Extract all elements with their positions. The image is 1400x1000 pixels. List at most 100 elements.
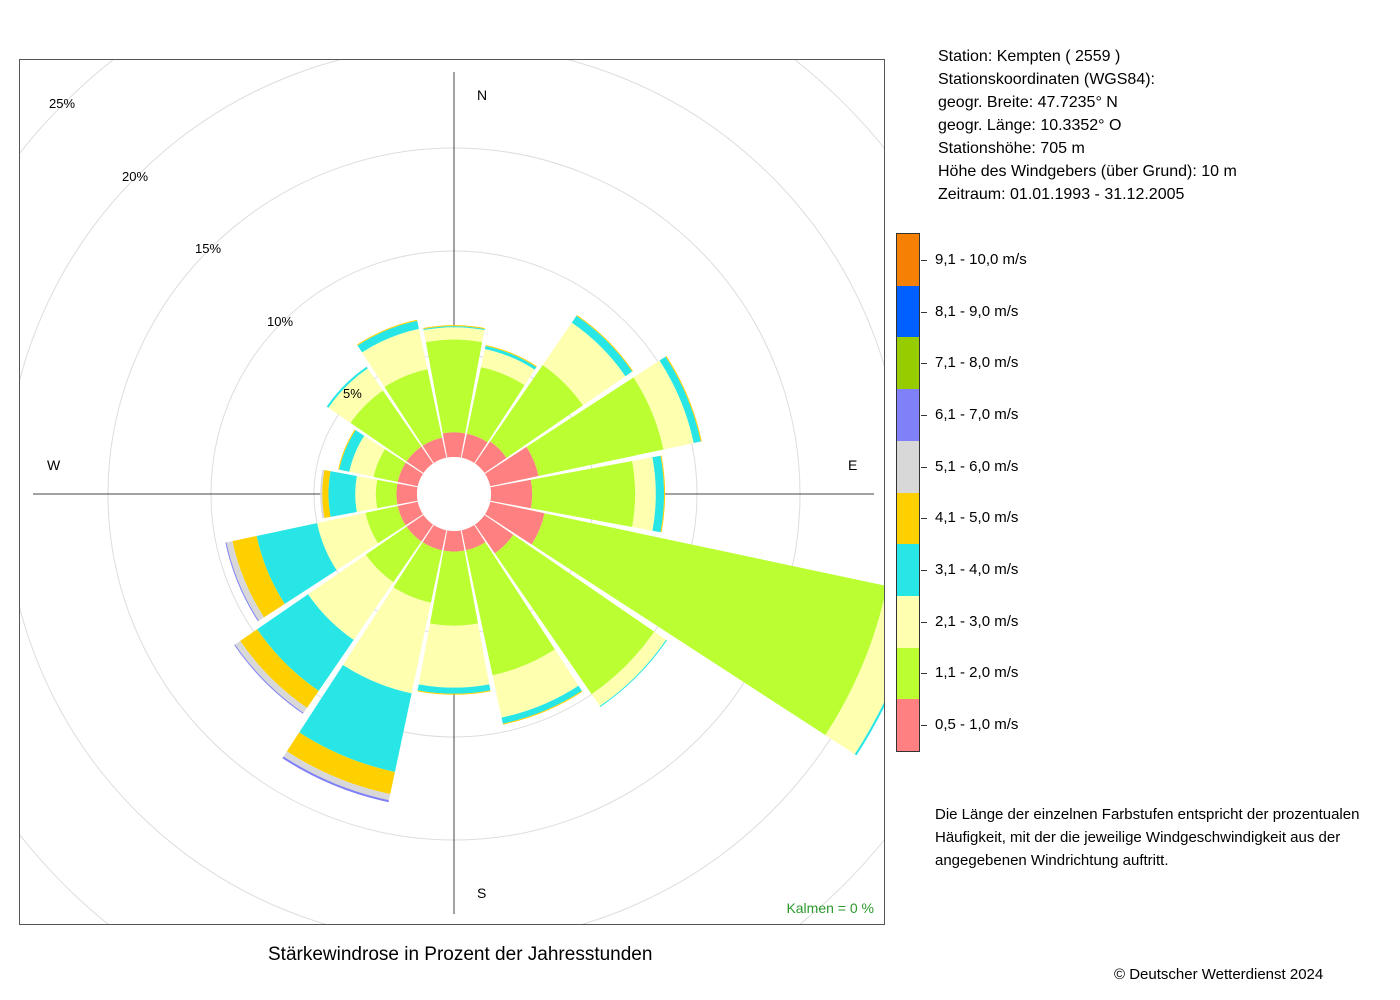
- wind-rose-svg: [20, 60, 884, 924]
- legend-swatch: [897, 337, 919, 390]
- sector-e-class-1: [490, 479, 533, 509]
- sector-nne-class-1: [461, 433, 488, 463]
- sector-wnw-class-5: [338, 429, 356, 470]
- sector-w-class-6: [320, 469, 325, 519]
- sector-ne-class-2: [490, 365, 583, 458]
- legend-label: 4,1 - 5,0 m/s: [935, 509, 1019, 527]
- legend-label: 3,1 - 4,0 m/s: [935, 561, 1019, 579]
- sector-wnw-class-2: [373, 449, 406, 483]
- sector-sw-class-2: [365, 526, 422, 583]
- sector-s-class-1: [443, 530, 465, 552]
- sector-ene-class-3: [633, 360, 694, 450]
- wind-rose-plot: N E S W 5% 10% 15% 20% 25% Kalmen = 0 %: [19, 59, 885, 925]
- station-coordinates-heading: Stationskoordinaten (WGS84):: [938, 71, 1155, 88]
- sector-nne-class-2: [466, 367, 525, 443]
- sector-wnw-class-3: [349, 435, 385, 477]
- sector-ese-class-2: [531, 513, 884, 736]
- sector-e-class-3: [632, 457, 656, 531]
- legend-label: 5,1 - 6,0 m/s: [935, 457, 1019, 475]
- sector-nnw-class-2: [384, 369, 443, 446]
- compass-label-w: W: [47, 457, 61, 473]
- sector-wsw-class-4: [256, 523, 337, 604]
- sector-ene-class-1: [485, 446, 539, 487]
- sector-w-class-1: [396, 483, 418, 505]
- legend-tick: [921, 466, 927, 468]
- sector-ese-class-3: [825, 599, 884, 755]
- calm-equals: =: [837, 900, 846, 916]
- sector-sw-class-1: [406, 514, 434, 542]
- sector-ssw-class-1: [422, 525, 447, 551]
- sector-ssw-class-6: [283, 751, 391, 801]
- legend-tick: [921, 621, 927, 623]
- sector-sw-class-4: [257, 594, 354, 691]
- sector-wsw-class-1: [397, 501, 423, 526]
- station-info: Station: Kempten ( 2559 ) Stationskoordi…: [938, 45, 1237, 206]
- calm-label: Kalmen: [786, 900, 834, 916]
- copyright: © Deutscher Wetterdienst 2024: [1114, 966, 1324, 983]
- anemometer-height: Höhe des Windgebers (über Grund): 10 m: [938, 163, 1237, 180]
- legend-swatch: [897, 234, 919, 287]
- sector-w-class-3: [355, 475, 378, 513]
- chart-title: Stärkewindrose in Prozent der Jahresstun…: [268, 944, 653, 965]
- legend-swatch: [897, 647, 919, 700]
- sector-wnw-class-1: [397, 462, 423, 487]
- legend-label: 8,1 - 9,0 m/s: [935, 302, 1019, 320]
- sector-wsw-class-2: [365, 505, 406, 544]
- sector-e-class-2: [530, 460, 636, 528]
- compass-label-s: S: [477, 885, 487, 901]
- sector-sse-class-4: [501, 685, 582, 724]
- sector-ne-class-3: [542, 322, 626, 406]
- time-period: Zeitraum: 01.01.1993 - 31.12.2005: [938, 186, 1185, 203]
- legend-tick: [921, 311, 927, 313]
- sector-wnw-class-4: [339, 430, 365, 472]
- sector-ene-class-2: [526, 377, 664, 477]
- legend-swatch: [897, 389, 919, 442]
- sector-sw-class-5: [240, 629, 319, 708]
- station-elevation: Stationshöhe: 705 m: [938, 140, 1085, 157]
- sector-sse-class-2: [465, 542, 555, 676]
- sector-nw-class-2: [350, 390, 422, 462]
- sector-se-class-1: [474, 514, 514, 554]
- legend-label: 9,1 - 10,0 m/s: [935, 250, 1027, 268]
- calm-readout: Kalmen = 0 %: [786, 900, 874, 916]
- station-latitude: geogr. Breite: 47.7235° N: [938, 94, 1118, 111]
- sector-wsw-class-5: [232, 535, 285, 618]
- legend-label: 7,1 - 8,0 m/s: [935, 354, 1019, 372]
- legend-swatch: [897, 544, 919, 597]
- ring-label-5: 5%: [343, 386, 362, 401]
- sector-n-class-5: [423, 325, 485, 329]
- ring-label-20: 20%: [122, 169, 149, 184]
- legend-swatch: [897, 285, 919, 338]
- legend-tick: [921, 570, 927, 572]
- sector-ne-class-4: [571, 315, 633, 377]
- sector-nnw-class-1: [422, 437, 447, 463]
- sector-sw-class-3: [308, 554, 394, 640]
- sector-s-class-3: [418, 623, 490, 688]
- sector-sw-class-6: [235, 640, 308, 713]
- sector-s-class-4: [417, 684, 491, 694]
- sector-ssw-class-4: [299, 664, 412, 772]
- legend-swatch: [897, 440, 919, 493]
- sector-nw-class-1: [406, 446, 434, 474]
- ring-label-15: 15%: [195, 241, 222, 256]
- sector-ene-class-4: [659, 356, 701, 444]
- legend-label: 6,1 - 7,0 m/s: [935, 405, 1019, 423]
- sector-ese-class-4: [854, 702, 884, 756]
- sector-nw-class-4: [326, 366, 368, 408]
- sector-w-class-5: [322, 469, 331, 519]
- sector-e-class-5: [660, 455, 666, 533]
- sector-ssw-class-2: [393, 542, 443, 603]
- sector-n-class-2: [425, 339, 483, 434]
- sector-ese-class-1: [485, 501, 545, 545]
- legend-swatch: [897, 699, 919, 752]
- legend-tick: [921, 673, 927, 675]
- legend-label: 1,1 - 2,0 m/s: [935, 664, 1019, 682]
- sector-wsw-class-3: [317, 512, 379, 571]
- legend-label: 0,5 - 1,0 m/s: [935, 716, 1019, 734]
- legend-tick: [921, 363, 927, 365]
- sector-nnw-class-3: [362, 328, 428, 387]
- sector-w-class-2: [375, 479, 398, 509]
- sector-sse-class-3: [492, 649, 579, 718]
- center-hole: [417, 457, 491, 531]
- sector-wsw-class-6: [226, 541, 265, 621]
